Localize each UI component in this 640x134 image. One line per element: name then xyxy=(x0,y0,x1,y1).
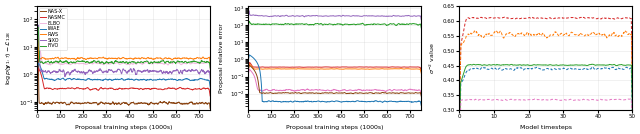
Y-axis label: $\sigma^{-2}$ value: $\sigma^{-2}$ value xyxy=(428,42,438,74)
X-axis label: Model timesteps: Model timesteps xyxy=(520,125,572,130)
IWAE xyxy=(44,78,52,80)
SIXO xyxy=(35,24,42,26)
ELBO xyxy=(35,41,42,43)
IWAE xyxy=(134,79,141,81)
Line: NAS-X: NAS-X xyxy=(37,41,210,108)
RWS xyxy=(139,57,147,59)
ELBO xyxy=(182,63,190,64)
FIVO xyxy=(182,61,190,63)
NAS-X xyxy=(134,103,141,104)
SIXO xyxy=(182,70,190,72)
RWS xyxy=(164,57,172,59)
Y-axis label: $\log p(\mathbf{y}_{1:T}) - \mathcal{L}_{128}$: $\log p(\mathbf{y}_{1:T}) - \mathcal{L}_… xyxy=(4,31,13,85)
NAS-X xyxy=(33,41,41,42)
NAS-X xyxy=(206,108,214,109)
FIVO xyxy=(206,67,214,69)
FIVO xyxy=(144,61,152,62)
NAS-X xyxy=(144,104,152,105)
ELBO xyxy=(139,64,147,65)
Line: NASMC: NASMC xyxy=(37,68,210,96)
NASMC xyxy=(139,88,147,90)
NASMC xyxy=(182,88,190,90)
IWAE xyxy=(164,78,172,80)
NAS-X xyxy=(139,103,147,104)
SIXO xyxy=(134,70,141,72)
RWS xyxy=(33,31,41,33)
IWAE xyxy=(206,86,214,88)
ELBO xyxy=(206,70,214,71)
ELBO xyxy=(134,62,141,64)
NASMC xyxy=(44,87,52,89)
X-axis label: Proposal training steps (1000s): Proposal training steps (1000s) xyxy=(75,125,172,130)
Line: IWAE: IWAE xyxy=(37,63,210,87)
FIVO xyxy=(134,61,141,63)
X-axis label: Proposal training steps (1000s): Proposal training steps (1000s) xyxy=(286,125,383,130)
NAS-X xyxy=(35,40,42,42)
NASMC xyxy=(134,88,141,90)
SIXO xyxy=(144,69,152,70)
SIXO xyxy=(44,70,52,72)
IWAE xyxy=(139,79,147,80)
FIVO xyxy=(35,26,42,28)
RWS xyxy=(182,57,190,59)
ELBO xyxy=(44,63,52,65)
ELBO xyxy=(33,47,41,49)
FIVO xyxy=(33,29,41,31)
NASMC xyxy=(164,87,172,89)
ELBO xyxy=(164,63,172,65)
NASMC xyxy=(206,95,214,97)
IWAE xyxy=(182,78,190,80)
Y-axis label: Proposal relative error: Proposal relative error xyxy=(220,23,224,93)
SIXO xyxy=(206,78,214,79)
NASMC xyxy=(144,88,152,89)
IWAE xyxy=(35,62,42,64)
NASMC xyxy=(33,75,41,76)
IWAE xyxy=(144,79,152,81)
Line: ELBO: ELBO xyxy=(37,42,210,70)
FIVO xyxy=(44,61,52,62)
IWAE xyxy=(33,70,41,71)
NAS-X xyxy=(164,102,172,103)
NAS-X xyxy=(182,103,190,105)
RWS xyxy=(44,58,52,60)
Line: SIXO: SIXO xyxy=(37,25,210,78)
NAS-X xyxy=(44,101,52,103)
ELBO xyxy=(144,62,152,64)
FIVO xyxy=(139,62,147,63)
RWS xyxy=(206,62,214,64)
RWS xyxy=(35,31,42,32)
SIXO xyxy=(139,71,147,73)
RWS xyxy=(144,57,152,58)
Line: RWS: RWS xyxy=(37,32,210,63)
NASMC xyxy=(35,67,42,69)
FIVO xyxy=(164,61,172,63)
SIXO xyxy=(164,73,172,75)
RWS xyxy=(134,57,141,59)
SIXO xyxy=(33,29,41,31)
Line: FIVO: FIVO xyxy=(37,27,210,68)
Legend: NAS-X, NASMC, ELBO, IWAE, RWS, SIXO, FIVO: NAS-X, NASMC, ELBO, IWAE, RWS, SIXO, FIV… xyxy=(39,8,67,50)
